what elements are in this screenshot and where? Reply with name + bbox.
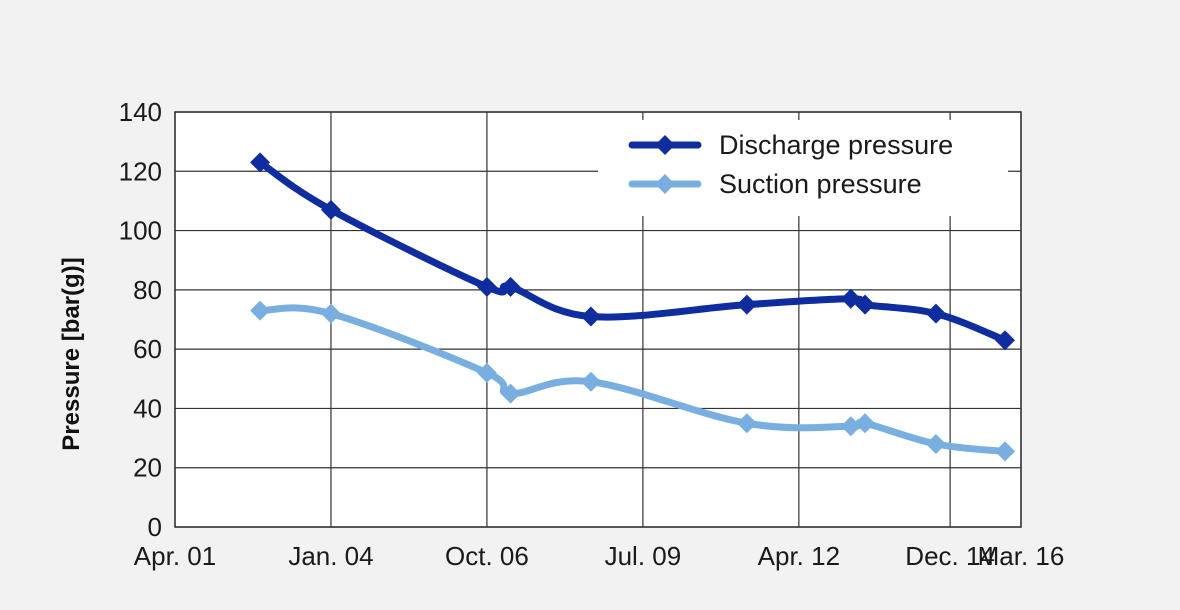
legend: Discharge pressure Suction pressure bbox=[598, 120, 1008, 216]
y-tick-label: 20 bbox=[133, 453, 162, 483]
y-tick-label: 100 bbox=[119, 216, 162, 246]
data-point-marker bbox=[580, 371, 601, 392]
data-point-marker bbox=[500, 383, 521, 404]
series-line bbox=[256, 158, 1009, 344]
plot-border bbox=[174, 111, 1022, 528]
data-point-marker bbox=[250, 300, 271, 321]
series-suction-pressure bbox=[250, 300, 1015, 462]
y-tick-label: 120 bbox=[119, 156, 162, 186]
data-point-marker bbox=[925, 303, 946, 324]
series-group bbox=[250, 152, 1015, 462]
data-point-marker bbox=[995, 330, 1015, 351]
data-point-marker bbox=[320, 199, 341, 220]
data-point-marker bbox=[476, 362, 497, 383]
data-point-marker bbox=[840, 416, 861, 437]
x-tick-label: Jan. 04 bbox=[288, 541, 373, 571]
data-point-marker bbox=[580, 306, 601, 327]
legend-item: Suction pressure bbox=[628, 169, 922, 199]
x-tick-label: Jul. 09 bbox=[605, 541, 682, 571]
y-axis-label: Pressure [bar(g)] bbox=[58, 257, 85, 450]
data-point-marker bbox=[500, 276, 521, 297]
data-point-marker bbox=[736, 294, 757, 315]
legend-swatch-marker bbox=[655, 135, 675, 155]
data-point-marker bbox=[995, 441, 1015, 462]
legend-label: Suction pressure bbox=[719, 169, 922, 199]
y-tick-label: 80 bbox=[133, 275, 162, 305]
y-tick-label: 140 bbox=[119, 97, 162, 127]
data-point-marker bbox=[855, 294, 876, 315]
legend-swatch-marker bbox=[655, 174, 675, 194]
x-tick-label: Apr. 01 bbox=[134, 541, 216, 571]
legend-box bbox=[598, 120, 1008, 216]
legend-item: Discharge pressure bbox=[628, 130, 953, 160]
y-axis-ticks: 0 20 40 60 80 100 120 140 bbox=[119, 97, 162, 542]
data-point-marker bbox=[736, 413, 757, 434]
x-tick-label: Oct. 06 bbox=[445, 541, 529, 571]
legend-label: Discharge pressure bbox=[719, 130, 953, 160]
data-point-marker bbox=[840, 288, 861, 309]
data-point-marker bbox=[250, 152, 271, 173]
data-point-marker bbox=[855, 413, 876, 434]
x-tick-label: Mar. 16 bbox=[978, 541, 1065, 571]
series-discharge-pressure bbox=[250, 152, 1015, 351]
x-tick-label: Dec. 14 bbox=[905, 541, 995, 571]
x-tick-label: Apr. 12 bbox=[758, 541, 840, 571]
series-line bbox=[256, 304, 1009, 455]
data-point-marker bbox=[925, 434, 946, 454]
y-tick-label: 60 bbox=[133, 334, 162, 364]
data-point-marker bbox=[476, 276, 497, 297]
y-tick-label: 0 bbox=[148, 512, 162, 542]
data-point-marker bbox=[320, 303, 341, 324]
y-tick-label: 40 bbox=[133, 393, 162, 423]
x-axis-ticks: Apr. 01 Jan. 04 Oct. 06 Jul. 09 Apr. 12 Dec. … bbox=[134, 541, 1065, 571]
